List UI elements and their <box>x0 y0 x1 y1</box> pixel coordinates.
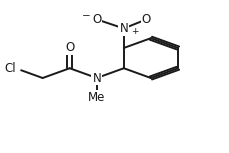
Text: O: O <box>92 13 101 26</box>
Text: Cl: Cl <box>4 62 16 75</box>
Text: N: N <box>119 22 128 35</box>
Text: Me: Me <box>88 91 105 104</box>
Text: O: O <box>65 41 74 54</box>
Text: O: O <box>141 13 150 26</box>
Text: −: − <box>82 11 91 21</box>
Text: +: + <box>130 27 138 36</box>
Text: N: N <box>92 71 101 84</box>
